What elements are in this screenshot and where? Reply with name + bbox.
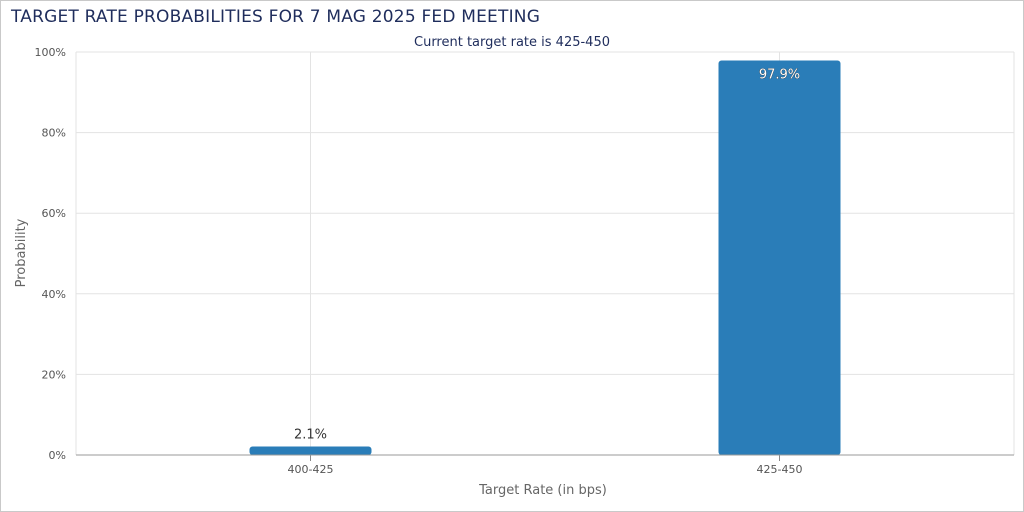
y-tick-label: 100% [35, 46, 66, 59]
x-axis-title: Target Rate (in bps) [478, 483, 607, 498]
chart-title: TARGET RATE PROBABILITIES FOR 7 MAG 2025… [11, 7, 541, 27]
bar [249, 446, 372, 455]
bar [718, 60, 841, 455]
x-tick-label: 425-450 [757, 463, 803, 476]
y-tick-label: 60% [42, 207, 66, 220]
gridlines [75, 51, 1015, 455]
y-axis-title: Probability [14, 218, 29, 287]
y-tick-label: 80% [42, 127, 66, 140]
data-label: 97.9% [759, 67, 800, 82]
y-axis-ticks: 0% 20% 40% 60% 80% 100% [35, 46, 66, 462]
x-axis-ticks: 400-425 425-450 [288, 455, 803, 476]
chart-subtitle: Current target rate is 425-450 [414, 35, 610, 50]
x-tick-label: 400-425 [288, 463, 334, 476]
y-tick-label: 40% [42, 288, 66, 301]
data-label: 2.1% [294, 428, 327, 443]
data-labels: 2.1% 97.9% [294, 67, 800, 442]
bars [249, 60, 841, 455]
y-tick-label: 0% [49, 449, 66, 462]
y-tick-label: 20% [42, 368, 66, 381]
